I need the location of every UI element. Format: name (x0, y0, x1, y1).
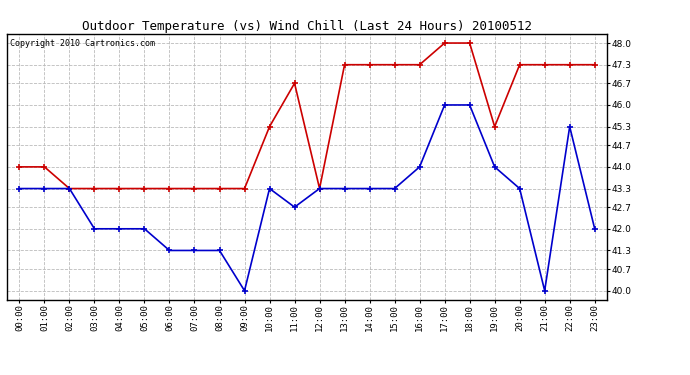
Title: Outdoor Temperature (vs) Wind Chill (Last 24 Hours) 20100512: Outdoor Temperature (vs) Wind Chill (Las… (82, 20, 532, 33)
Text: Copyright 2010 Cartronics.com: Copyright 2010 Cartronics.com (10, 39, 155, 48)
